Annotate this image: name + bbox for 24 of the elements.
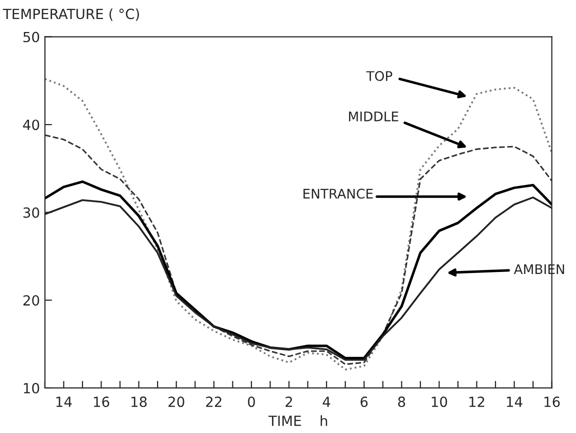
x-tick-label: 12 <box>469 396 484 407</box>
y-tick-label: 40 <box>23 120 40 130</box>
annotation: TOP <box>366 71 392 82</box>
x-tick-label: 16 <box>94 396 110 408</box>
x-tick-label: 0 <box>248 396 255 408</box>
x-tick-label: 2 <box>286 396 292 407</box>
x-tick-label: 8 <box>398 396 406 408</box>
x-tick-label: 10 <box>432 396 448 408</box>
x-tick-label: 20 <box>168 396 184 408</box>
x-tick-label: 14 <box>506 396 522 407</box>
y-axis-title: TEMPERATURE ( °C) <box>2 8 139 21</box>
x-tick-label: 4 <box>322 396 330 407</box>
annotation: MIDDLE <box>349 112 398 122</box>
x-axis-title: TIME h <box>268 415 328 426</box>
x-tick-label: 6 <box>360 396 368 408</box>
x-tick-label: 14 <box>56 396 72 407</box>
x-tick-label: 22 <box>206 396 222 407</box>
y-tick-label: 10 <box>24 382 40 394</box>
x-tick-label: 16 <box>544 396 560 408</box>
y-tick-label: 20 <box>23 295 40 306</box>
y-tick-label: 30 <box>23 207 40 218</box>
y-tick-label: 50 <box>23 32 40 42</box>
annotation: ENTRANCE <box>304 188 373 199</box>
x-tick-label: 18 <box>131 396 147 408</box>
